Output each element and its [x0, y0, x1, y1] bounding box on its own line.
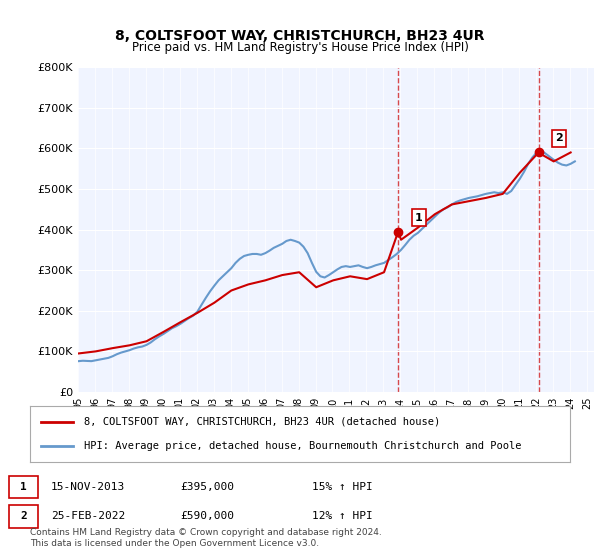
Text: HPI: Average price, detached house, Bournemouth Christchurch and Poole: HPI: Average price, detached house, Bour… — [84, 441, 521, 451]
Text: 12% ↑ HPI: 12% ↑ HPI — [312, 511, 373, 521]
Text: 2: 2 — [555, 133, 563, 143]
Text: 8, COLTSFOOT WAY, CHRISTCHURCH, BH23 4UR: 8, COLTSFOOT WAY, CHRISTCHURCH, BH23 4UR — [115, 29, 485, 44]
Text: 15% ↑ HPI: 15% ↑ HPI — [312, 482, 373, 492]
Text: 1: 1 — [415, 212, 422, 222]
Text: £395,000: £395,000 — [180, 482, 234, 492]
Text: £590,000: £590,000 — [180, 511, 234, 521]
Text: 25-FEB-2022: 25-FEB-2022 — [51, 511, 125, 521]
Text: 8, COLTSFOOT WAY, CHRISTCHURCH, BH23 4UR (detached house): 8, COLTSFOOT WAY, CHRISTCHURCH, BH23 4UR… — [84, 417, 440, 427]
Text: 15-NOV-2013: 15-NOV-2013 — [51, 482, 125, 492]
Text: Contains HM Land Registry data © Crown copyright and database right 2024.
This d: Contains HM Land Registry data © Crown c… — [30, 528, 382, 548]
Text: Price paid vs. HM Land Registry's House Price Index (HPI): Price paid vs. HM Land Registry's House … — [131, 41, 469, 54]
Text: 2: 2 — [20, 511, 27, 521]
Text: 1: 1 — [20, 482, 27, 492]
